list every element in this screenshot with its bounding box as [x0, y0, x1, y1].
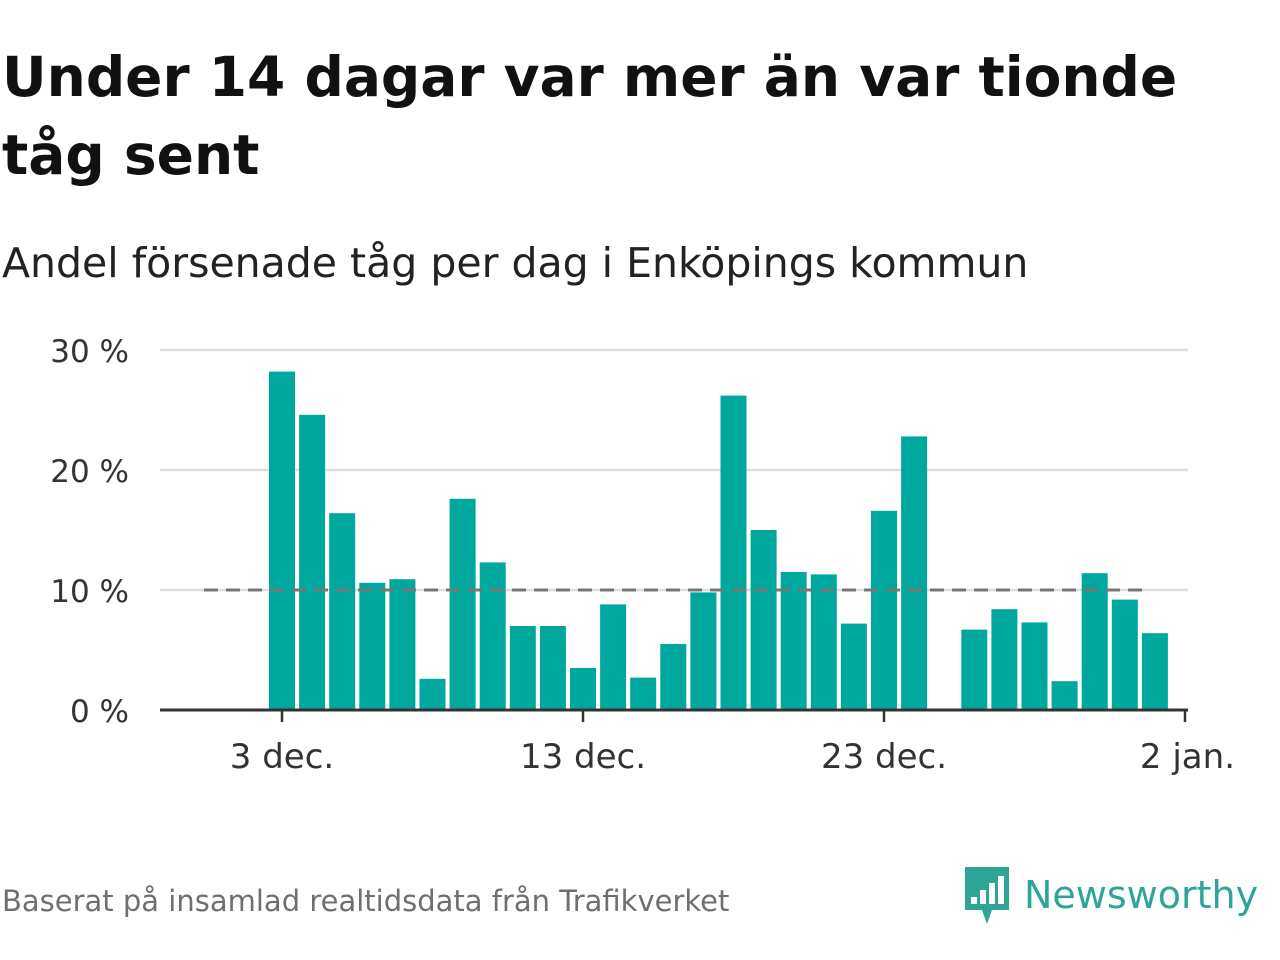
- x-tick-label: 23 dec.: [821, 737, 947, 777]
- bar: [871, 510, 897, 710]
- x-axis: [160, 708, 1188, 722]
- bar: [509, 626, 536, 710]
- bar: [1051, 681, 1078, 710]
- y-tick-label: 30 %: [50, 334, 129, 370]
- x-axis-labels: 3 dec. 13 dec. 23 dec. 2 jan.: [230, 737, 1235, 777]
- bar: [1111, 599, 1138, 710]
- x-tick-label: 2 jan.: [1140, 737, 1235, 777]
- chart-title: Under 14 dagar var mer än var tionde tåg…: [2, 45, 1178, 187]
- bar: [660, 644, 687, 710]
- brand-name: Newsworthy: [1024, 873, 1259, 917]
- bar: [991, 609, 1018, 710]
- bar: [720, 395, 747, 710]
- bar: [630, 677, 657, 710]
- chart-subtitle: Andel försenade tåg per dag i Enköpings …: [2, 239, 1029, 287]
- brand-logo: Newsworthy: [962, 862, 1258, 928]
- bar: [780, 572, 807, 710]
- bar-chart: 0 % 10 % 20 % 30 % 3 dec. 13 dec. 23 dec. 2 ja…: [50, 334, 1235, 777]
- bar: [600, 604, 627, 710]
- y-tick-label: 20 %: [50, 454, 129, 490]
- x-tick-label: 3 dec.: [230, 737, 334, 777]
- bar: [1141, 633, 1168, 710]
- bar: [359, 582, 386, 710]
- bar: [1081, 573, 1108, 710]
- bar: [299, 414, 326, 710]
- bar: [570, 668, 596, 710]
- bar: [690, 592, 717, 710]
- bar: [269, 371, 295, 710]
- bar: [329, 513, 356, 710]
- y-tick-label: 0 %: [70, 694, 129, 730]
- bar: [840, 623, 867, 710]
- bar: [901, 436, 928, 710]
- source-note: Baserat på insamlad realtidsdata från Tr…: [2, 884, 730, 918]
- bar: [750, 530, 777, 710]
- bar: [449, 498, 476, 710]
- y-axis-labels: 0 % 10 % 20 % 30 %: [50, 334, 129, 730]
- bar: [961, 629, 988, 710]
- x-tick-label: 13 dec.: [520, 737, 646, 777]
- bar: [389, 579, 416, 710]
- bar: [419, 678, 446, 710]
- bar: [1021, 622, 1048, 710]
- bar: [810, 574, 837, 710]
- bar: [479, 562, 506, 710]
- bar: [539, 626, 566, 710]
- newsworthy-logo-icon: [965, 867, 1009, 924]
- y-tick-label: 10 %: [50, 574, 129, 610]
- bars: [269, 371, 1168, 710]
